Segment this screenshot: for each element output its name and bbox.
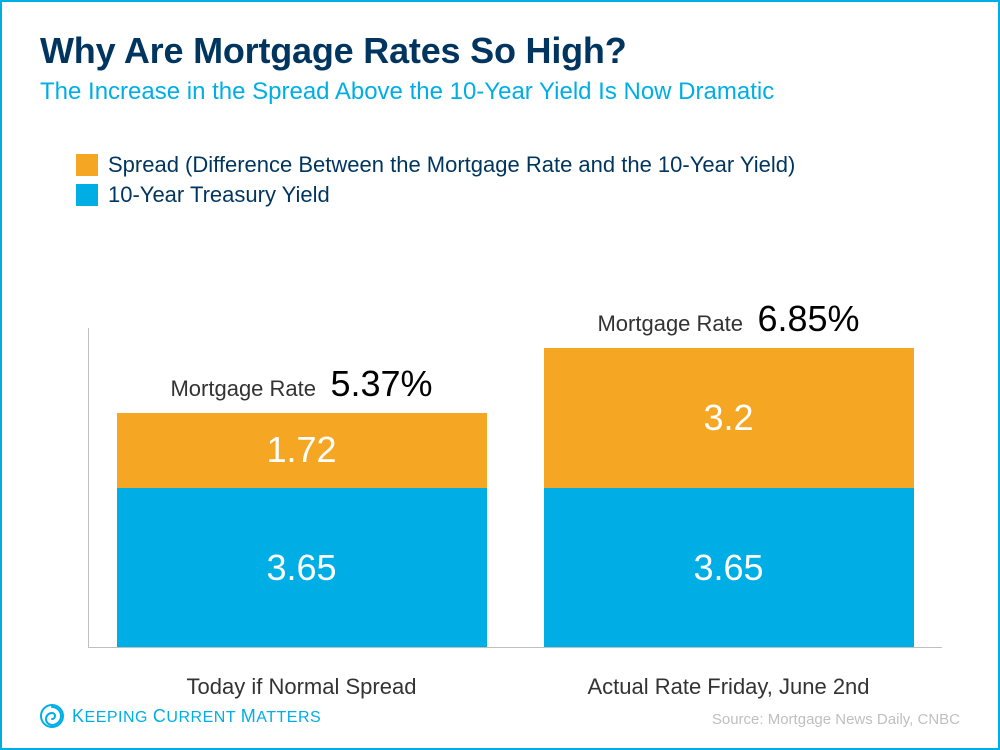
content-area: Why Are Mortgage Rates So High? The Incr… <box>40 30 960 708</box>
legend-label: Spread (Difference Between the Mortgage … <box>108 150 795 180</box>
legend-item: Spread (Difference Between the Mortgage … <box>76 150 960 180</box>
footer: KEEPING CURRENT MATTERS Source: Mortgage… <box>40 704 960 728</box>
bar-top-label-prefix: Mortgage Rate <box>170 376 316 401</box>
bar-segment-treasury: 3.65 <box>544 488 914 648</box>
bar-top-label-prefix: Mortgage Rate <box>597 311 743 336</box>
x-axis-line <box>88 647 942 648</box>
chart-subtitle: The Increase in the Spread Above the 10-… <box>40 78 960 106</box>
legend: Spread (Difference Between the Mortgage … <box>40 150 960 209</box>
x-axis-category: Today if Normal Spread <box>117 674 487 700</box>
chart-frame: Why Are Mortgage Rates So High? The Incr… <box>0 0 1000 750</box>
chart-title: Why Are Mortgage Rates So High? <box>40 30 960 72</box>
spiral-icon <box>40 704 64 728</box>
bar-segment-value: 3.2 <box>703 397 753 439</box>
bar-column: Mortgage Rate 5.37% 1.72 3.65 <box>117 413 487 648</box>
bar-segment-spread: 3.2 <box>544 348 914 488</box>
source-attribution: Source: Mortgage News Daily, CNBC <box>712 711 960 728</box>
brand-text: KEEPING CURRENT MATTERS <box>72 706 321 727</box>
legend-swatch <box>76 154 98 176</box>
bar-segment-treasury: 3.65 <box>117 488 487 648</box>
stacked-bar: 1.72 3.65 <box>117 413 487 648</box>
bar-segment-value: 3.65 <box>693 547 763 589</box>
bars-container: Mortgage Rate 5.37% 1.72 3.65 Mortgage R… <box>88 328 942 648</box>
x-axis-labels: Today if Normal Spread Actual Rate Frida… <box>88 674 942 700</box>
legend-item: 10-Year Treasury Yield <box>76 180 960 210</box>
bar-top-label: Mortgage Rate 5.37% <box>117 363 487 405</box>
x-axis-category: Actual Rate Friday, June 2nd <box>544 674 914 700</box>
bar-top-value: 5.37% <box>330 363 432 404</box>
legend-swatch <box>76 184 98 206</box>
bar-top-value: 6.85% <box>757 298 859 339</box>
bar-segment-value: 1.72 <box>266 429 336 471</box>
bar-top-label: Mortgage Rate 6.85% <box>544 298 914 340</box>
chart-plot: Mortgage Rate 5.37% 1.72 3.65 Mortgage R… <box>88 288 942 648</box>
stacked-bar: 3.2 3.65 <box>544 348 914 648</box>
bar-segment-spread: 1.72 <box>117 413 487 488</box>
bar-column: Mortgage Rate 6.85% 3.2 3.65 <box>544 348 914 648</box>
bar-segment-value: 3.65 <box>266 547 336 589</box>
legend-label: 10-Year Treasury Yield <box>108 180 330 210</box>
brand-logo: KEEPING CURRENT MATTERS <box>40 704 321 728</box>
